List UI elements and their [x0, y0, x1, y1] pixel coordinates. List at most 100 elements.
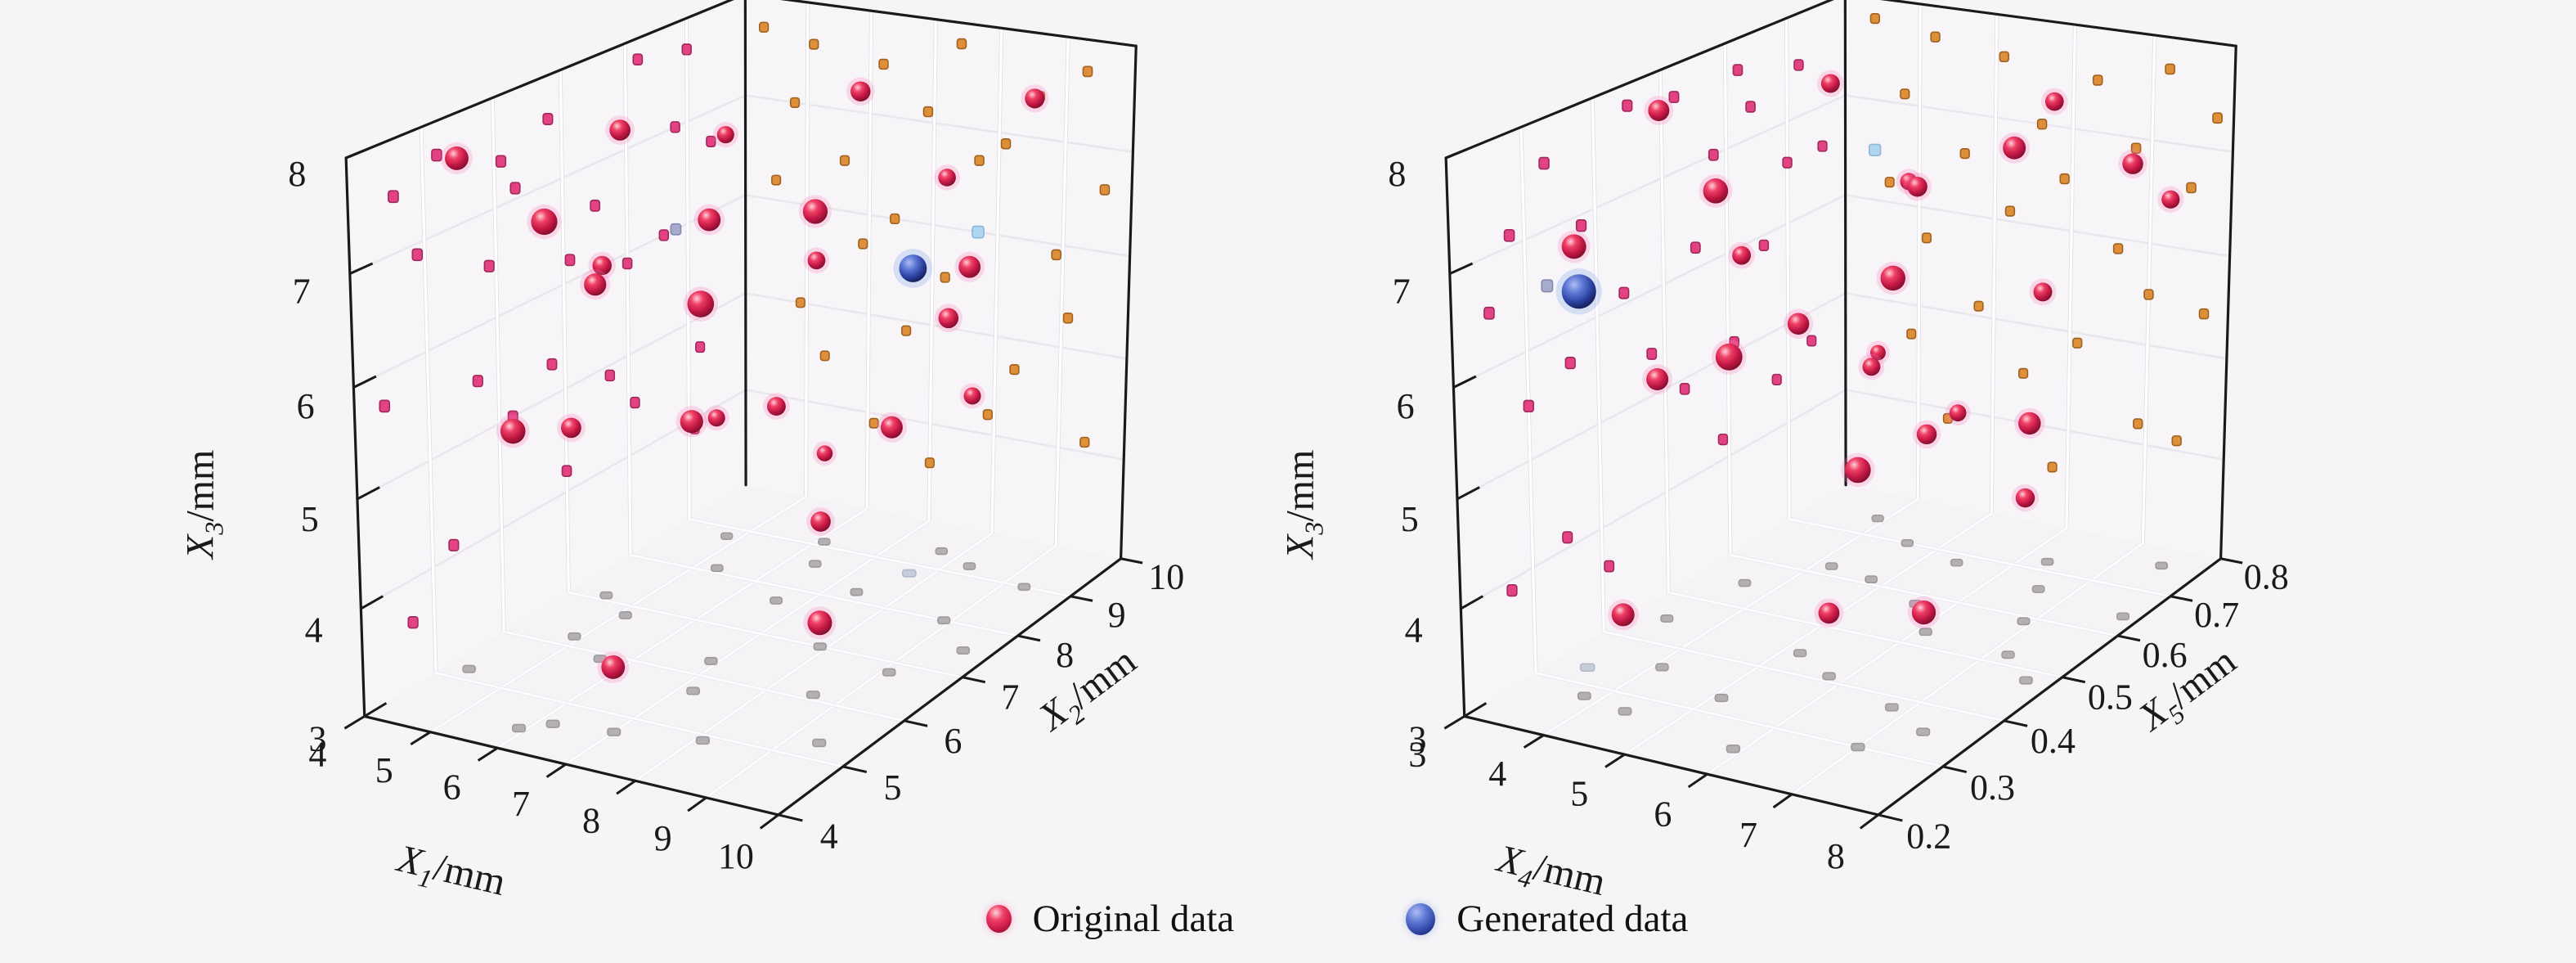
left-wall-projection-dot	[1732, 64, 1744, 76]
left-wall-projection-dot	[1690, 241, 1701, 254]
floor-projection-dot	[1660, 614, 1674, 623]
legend-label-generated: Generated data	[1456, 898, 1689, 940]
z-axis-tick-label: 3	[1408, 719, 1426, 759]
right-wall-projection-dot	[1869, 13, 1880, 25]
x-axis-tick-label: 6	[443, 767, 461, 807]
right-wall-projection-dot	[2133, 418, 2143, 430]
right-wall-projection-dot	[1062, 313, 1074, 324]
floor-projection-dot	[1884, 703, 1899, 712]
left-wall-projection-dot	[1793, 59, 1804, 71]
tick-labels: 3 4 5 6 7 8 0.2 0.3 0.4 0.50.60.70.8 3 4 5 6 7 8	[1388, 154, 2288, 876]
y-axis-title: X2/mm	[1030, 639, 1148, 745]
original-data-point	[1911, 600, 1936, 625]
right-wall-projection-dot	[1906, 328, 1917, 340]
left-wall-projection-dot	[1806, 335, 1817, 347]
floor-projection-dot	[1871, 514, 1884, 523]
original-data-point	[716, 126, 734, 144]
original-data-point	[1611, 603, 1635, 627]
right-wall-projection-dot	[1099, 184, 1111, 196]
left-wall-projection-dot	[546, 358, 558, 371]
original-data-point	[1845, 457, 1871, 484]
original-data-point	[816, 445, 833, 461]
original-data-point	[1561, 234, 1586, 259]
original-data-point	[1820, 74, 1840, 93]
original-data-point	[2015, 488, 2035, 508]
original-data-point	[1025, 88, 1045, 109]
floor-projection-dot	[720, 532, 734, 541]
right-wall-projection-dot	[2165, 63, 2175, 75]
floor-projection-dot	[818, 538, 831, 546]
floor-projection-dot	[2116, 612, 2130, 621]
x-axis-tick-label: 6	[1654, 794, 1672, 834]
right-wall-projection-dot	[2072, 337, 2083, 349]
right-wall-projection-dot	[922, 106, 934, 118]
left-wall-projection-dot	[1562, 531, 1573, 544]
y-axis-tick-label: 0.7	[2194, 595, 2239, 635]
original-data-point	[687, 290, 715, 317]
z-axis-tick-label: 8	[1388, 154, 1406, 194]
y-axis-tick-label: 5	[884, 767, 902, 808]
projection-dots	[379, 21, 1111, 748]
right-wall-projection-dot	[839, 155, 850, 166]
left-wall-projection-dot	[495, 155, 507, 168]
x-axis-tick-label: 5	[375, 750, 393, 790]
tick-marks	[343, 147, 1143, 830]
y-axis-tick-label: 0.5	[2088, 677, 2133, 717]
right-wall-projection-dot	[1930, 31, 1941, 43]
original-data-point	[1949, 404, 1967, 422]
left-wall-projection-dot	[706, 135, 716, 147]
floor-projection-dot	[1901, 539, 1914, 547]
left-wall-projection-dot	[564, 254, 576, 267]
left-wall-projection-dot	[1771, 373, 1782, 385]
generated-right-wall-projection-dot	[972, 225, 985, 239]
right-wall-projection-dot	[771, 174, 782, 186]
right-wall-projection-dot	[890, 213, 900, 225]
original-data-point	[1648, 100, 1670, 121]
right-wall-projection-dot	[956, 38, 967, 50]
y-axis-tick-label: 8	[1056, 635, 1074, 675]
projection-dots	[1483, 13, 2223, 754]
floor-projection-dot	[956, 646, 970, 655]
right-wall-projection-dot	[2198, 308, 2210, 320]
original-data-sphere-icon	[985, 905, 1012, 933]
right-wall-projection-dot	[1082, 65, 1093, 78]
y-axis-tick-label: 10	[1148, 557, 1184, 597]
x-axis-tick-label: 4	[308, 734, 326, 774]
original-data-point	[500, 418, 526, 444]
floor-projection-dot	[462, 664, 476, 673]
box-edges	[1444, 0, 2237, 817]
left-wall-projection-dot	[622, 257, 633, 270]
z-axis-tick-label: 6	[1397, 386, 1415, 426]
x-axis-tick-label: 7	[512, 784, 530, 824]
left-wall-projection-dot	[632, 53, 644, 66]
left-wall-projection-dot	[431, 148, 442, 162]
original-data-point	[1787, 313, 1810, 335]
floor-projection-dot	[1655, 663, 1669, 672]
floor-projection-dot	[1738, 578, 1752, 587]
left-wall-projection-dot	[1646, 348, 1658, 360]
original-data-point	[2018, 412, 2041, 435]
z-axis-tick-label: 5	[301, 499, 319, 539]
z-axis-tick-label: 4	[305, 610, 323, 650]
right-wall-projection-dot	[2047, 461, 2058, 473]
z-axis-tick-label: 4	[1405, 610, 1423, 650]
floor-projection-dot	[1919, 628, 1932, 637]
right-wall-projection-dot	[2059, 173, 2070, 185]
legend-item-generated: Generated data	[1406, 897, 1688, 941]
floor-projection-dot	[963, 562, 976, 570]
original-data-point	[1715, 343, 1743, 371]
floor-projection-dot	[1916, 727, 1931, 736]
original-data-point	[1646, 368, 1669, 391]
left-wall-projection-dot	[1604, 560, 1615, 573]
floor-projection-dot	[1017, 583, 1031, 592]
original-data-point	[766, 397, 786, 416]
left-wall-projection-dot	[1817, 140, 1828, 152]
original-data-point	[880, 416, 903, 439]
data-point-spheres	[441, 77, 1049, 683]
floor-projection-dot	[882, 668, 896, 677]
floor-projection-dot	[618, 611, 632, 619]
floor-projection-dot	[2031, 585, 2045, 593]
y-axis-tick-label: 0.4	[2031, 721, 2076, 761]
left-wall-projection-dot	[590, 200, 601, 212]
right-wall-projection-dot	[2004, 205, 2016, 217]
